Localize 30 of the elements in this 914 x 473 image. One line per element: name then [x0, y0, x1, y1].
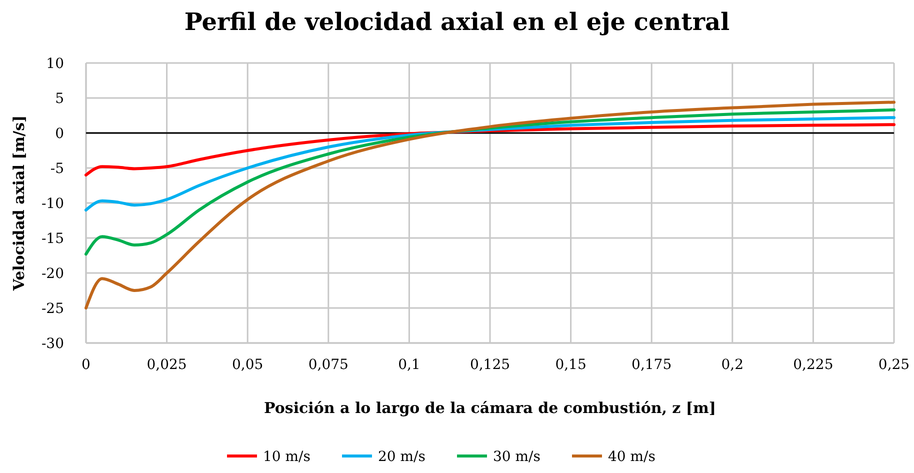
x-tick-label: 0,25: [878, 357, 910, 373]
x-tick-label: 0,025: [146, 357, 187, 373]
y-tick-label: -20: [41, 266, 64, 282]
x-tick-label: 0,125: [470, 357, 510, 373]
y-tick-label: 10: [46, 56, 64, 72]
y-tick-label: -10: [41, 196, 64, 212]
line-series: [84, 108, 896, 256]
x-tick-label: 0: [82, 357, 90, 373]
x-tick-label: 0,05: [232, 357, 264, 373]
y-tick-label: -15: [41, 231, 64, 247]
y-tick-label: -5: [50, 161, 64, 177]
legend-label: 10 m/s: [263, 449, 310, 465]
line-series: [84, 116, 896, 212]
x-tick-label: 0,1: [398, 357, 420, 373]
y-tick-label: -30: [41, 336, 64, 352]
y-axis-title: Velocidad axial [m/s]: [10, 115, 28, 292]
chart-title: Perfil de velocidad axial en el eje central: [184, 7, 730, 36]
x-tick-label: 0,075: [308, 357, 348, 373]
legend-label: 20 m/s: [378, 449, 426, 465]
y-tick-label: 0: [55, 126, 64, 142]
x-axis-title: Posición a lo largo de la cámara de combustión, z [m]: [264, 399, 716, 417]
x-tick-label: 0,175: [632, 357, 672, 373]
y-tick-label: -25: [41, 301, 64, 317]
x-tick-label: 0,15: [555, 357, 586, 373]
legend-label: 30 m/s: [493, 449, 540, 465]
legend-label: 40 m/s: [608, 449, 656, 465]
line-series: [84, 100, 896, 310]
x-tick-label: 0,225: [793, 357, 834, 373]
y-tick-label: 5: [55, 91, 64, 107]
x-tick-label: 0,2: [721, 357, 744, 373]
